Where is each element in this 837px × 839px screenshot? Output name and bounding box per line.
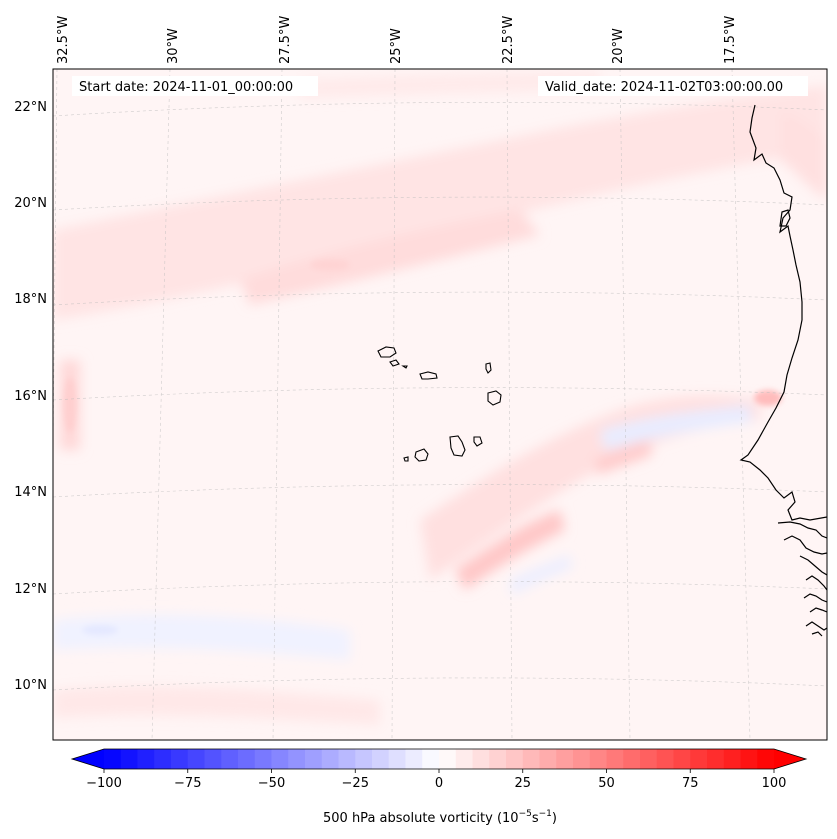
colorbar-segment — [656, 749, 674, 769]
colorbar-segment — [740, 749, 758, 769]
colorbar-segment — [271, 749, 289, 769]
lon-label: 32.5°W — [56, 16, 71, 64]
colorbar-segment — [154, 749, 172, 769]
lon-label: 17.5°W — [723, 16, 738, 64]
colorbar-segment — [690, 749, 708, 769]
valid-date-text: Valid_date: 2024-11-02T03:00:00.00 — [545, 80, 783, 95]
colorbar-high-extend-arrow — [774, 749, 806, 769]
colorbar-segment — [288, 749, 306, 769]
colorbar-segment — [187, 749, 205, 769]
colorbar-segment — [723, 749, 741, 769]
west-africa-coastline — [739, 104, 827, 637]
colorbar-segment — [422, 749, 440, 769]
lat-label: 20°N — [14, 196, 47, 211]
colorbar-tick-label: 0 — [435, 776, 443, 791]
lon-label: 20°W — [611, 28, 626, 64]
colorbar: −100 −75 −50 −25 0 25 50 75 100 500 hPa absolute… — [70, 748, 808, 826]
latitude-labels: 22°N 20°N 18°N 16°N 14°N 12°N 10°N — [14, 100, 47, 693]
colorbar-segment — [388, 749, 406, 769]
lat-label: 14°N — [14, 485, 47, 500]
colorbar-tick-label: 25 — [514, 776, 531, 791]
map-plot-area — [53, 69, 827, 740]
colorbar-segment — [238, 749, 256, 769]
header-bar: Start date: 2024-11-01_00:00:00 Valid_da… — [72, 76, 808, 96]
lon-label: 22.5°W — [501, 16, 516, 64]
valid-date-box — [538, 76, 808, 96]
colorbar-segment — [120, 749, 138, 769]
colorbar-segment — [305, 749, 323, 769]
colorbar-segment — [640, 749, 658, 769]
lon-label: 30°W — [166, 28, 181, 64]
colorbar-segment — [707, 749, 725, 769]
colorbar-tick-label: −100 — [86, 776, 122, 791]
start-date-text: Start date: 2024-11-01_00:00:00 — [79, 80, 293, 95]
colorbar-segment — [673, 749, 691, 769]
colorbar-segments — [104, 749, 775, 769]
lon-label: 27.5°W — [278, 16, 293, 64]
colorbar-tick-label: −25 — [342, 776, 369, 791]
longitude-labels: 32.5°W 30°W 27.5°W 25°W 22.5°W 20°W 17.5… — [56, 16, 738, 64]
colorbar-tick-label: 75 — [682, 776, 699, 791]
colorbar-segment — [506, 749, 524, 769]
colorbar-segment — [204, 749, 222, 769]
gridlines — [53, 69, 827, 740]
colorbar-segment — [556, 749, 574, 769]
colorbar-low-extend-arrow — [72, 749, 104, 769]
colorbar-segment — [455, 749, 473, 769]
lat-label: 12°N — [14, 582, 47, 597]
colorbar-segment — [405, 749, 423, 769]
start-date-box — [72, 76, 318, 96]
colorbar-segment — [489, 749, 507, 769]
colorbar-segment — [137, 749, 155, 769]
lat-label: 22°N — [14, 100, 47, 115]
colorbar-segment — [606, 749, 624, 769]
colorbar-segment — [104, 749, 122, 769]
colorbar-segment — [522, 749, 540, 769]
colorbar-segment — [221, 749, 239, 769]
colorbar-segment — [623, 749, 641, 769]
colorbar-segment — [539, 749, 557, 769]
lat-label: 16°N — [14, 389, 47, 404]
colorbar-segment — [472, 749, 490, 769]
colorbar-segment — [573, 749, 591, 769]
lon-label: 25°W — [389, 28, 404, 64]
colorbar-segment — [589, 749, 607, 769]
colorbar-segment — [372, 749, 390, 769]
colorbar-segment — [355, 749, 373, 769]
colorbar-segment — [439, 749, 457, 769]
vorticity-field-features — [53, 72, 827, 725]
lat-label: 10°N — [14, 678, 47, 693]
colorbar-segment — [254, 749, 272, 769]
colorbar-tick-label: 100 — [762, 776, 787, 791]
colorbar-segment — [338, 749, 356, 769]
cape-verde-islands — [377, 346, 502, 462]
colorbar-tick-label: −50 — [258, 776, 285, 791]
colorbar-ticks: −100 −75 −50 −25 0 25 50 75 100 — [86, 769, 786, 791]
colorbar-title: 500 hPa absolute vorticity (10−5s−1) — [323, 809, 557, 826]
colorbar-segment — [171, 749, 189, 769]
colorbar-tick-label: −75 — [174, 776, 201, 791]
colorbar-tick-label: 50 — [598, 776, 615, 791]
lat-label: 18°N — [14, 292, 47, 307]
colorbar-segment — [757, 749, 775, 769]
colorbar-segment — [321, 749, 339, 769]
map-frame — [52, 68, 828, 741]
